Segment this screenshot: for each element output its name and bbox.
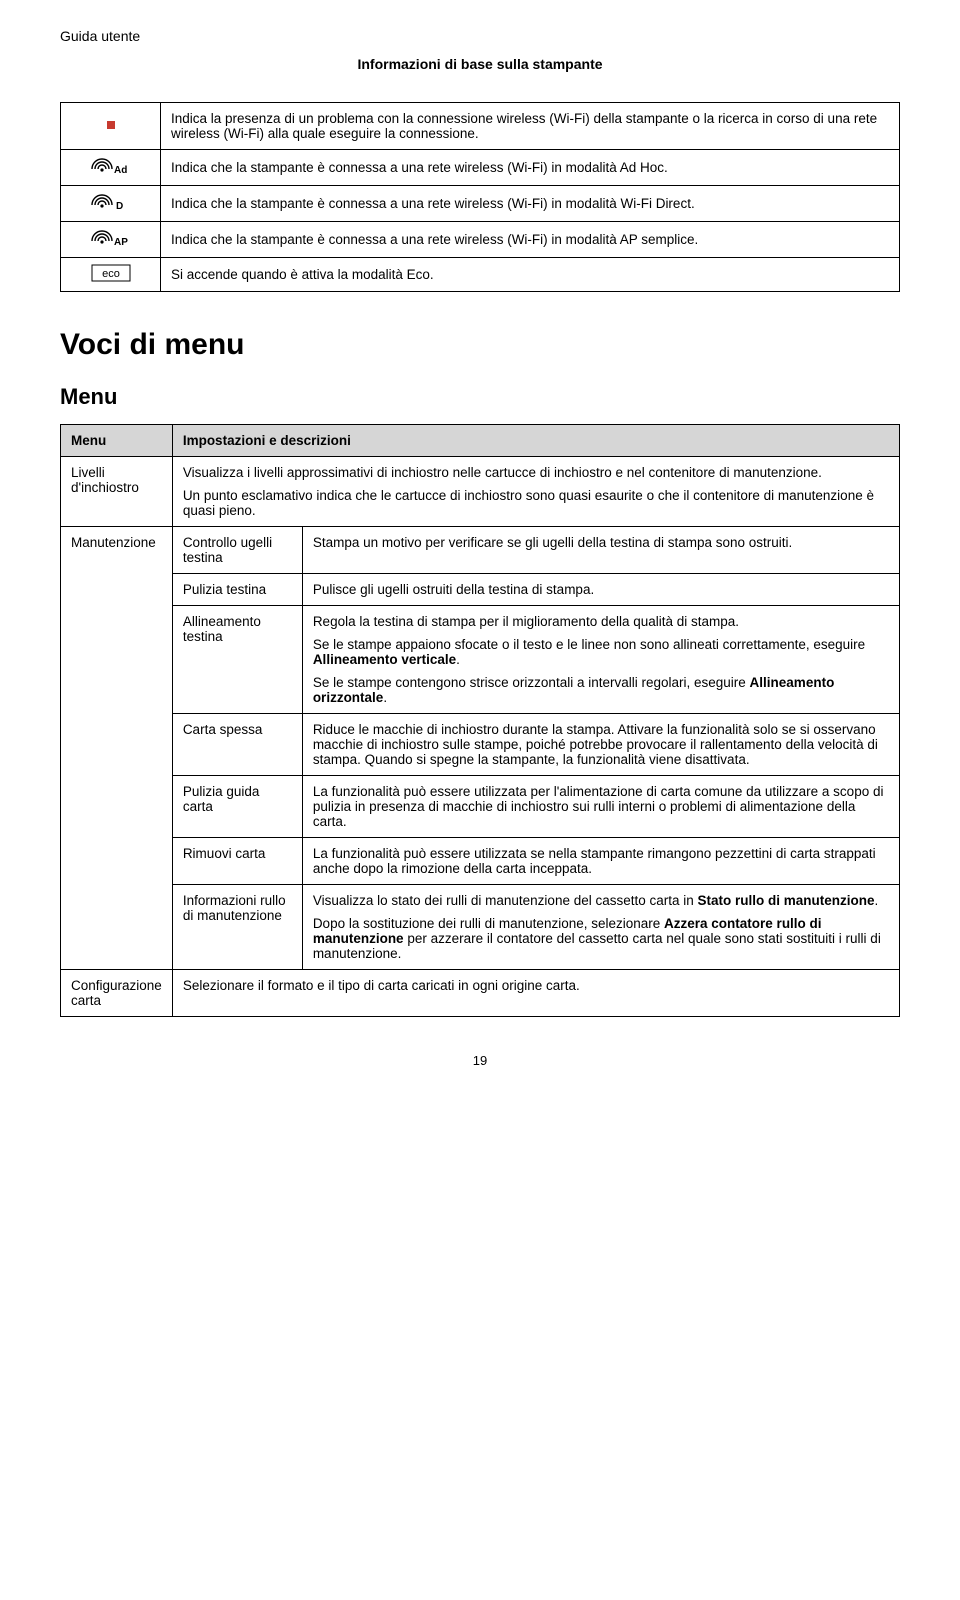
subsection-title: Menu: [60, 384, 900, 410]
icon-cell-red-dot: [61, 103, 161, 150]
maint-thick-paper-desc: Riduce le macchie di inchiostro durante …: [302, 714, 899, 776]
roller-info-p2: Dopo la sostituzione dei rulli di manute…: [313, 916, 889, 961]
page-number: 19: [60, 1053, 900, 1068]
head-align-p1: Regola la testina di stampa per il migli…: [313, 614, 889, 629]
icon-cell-wifi-ap: AP: [61, 222, 161, 258]
icon-cell-eco: eco: [61, 258, 161, 292]
svg-text:D: D: [116, 201, 123, 212]
maint-remove-paper: Rimuovi carta: [172, 838, 302, 885]
head-align-p3: Se le stampe contengono strisce orizzont…: [313, 675, 889, 705]
ink-levels-desc: Visualizza i livelli approssimativi di i…: [172, 457, 899, 527]
maint-head-align: Allineamento testina: [172, 606, 302, 714]
roller-info-p1: Visualizza lo stato dei rulli di manuten…: [313, 893, 889, 908]
menu-paper-config: Configurazione carta: [61, 970, 173, 1017]
maint-roller-info-desc: Visualizza lo stato dei rulli di manuten…: [302, 885, 899, 970]
menu-maintenance: Manutenzione: [61, 527, 173, 970]
red-dot-icon: [104, 118, 118, 132]
eco-icon: eco: [91, 264, 131, 282]
menu-table: Menu Impostazioni e descrizioni Livelli …: [60, 424, 900, 1017]
maint-guide-clean: Pulizia guida carta: [172, 776, 302, 838]
wifi-d-icon: D: [90, 192, 132, 212]
menu-header-right: Impostazioni e descrizioni: [172, 425, 899, 457]
wifi-ad-icon: Ad: [90, 156, 132, 176]
head-align-p2: Se le stampe appaiono sfocate o il testo…: [313, 637, 889, 667]
maint-roller-info: Informazioni rullo di manutenzione: [172, 885, 302, 970]
maint-nozzle-check: Controllo ugelli testina: [172, 527, 302, 574]
svg-text:eco: eco: [102, 268, 120, 280]
maint-head-clean: Pulizia testina: [172, 574, 302, 606]
maint-guide-clean-desc: La funzionalità può essere utilizzata pe…: [302, 776, 899, 838]
header-guide: Guida utente: [60, 28, 900, 44]
icons-table: Indica la presenza di un problema con la…: [60, 102, 900, 292]
menu-ink-levels: Livelli d'inchiostro: [61, 457, 173, 527]
maint-thick-paper: Carta spessa: [172, 714, 302, 776]
svg-text:Ad: Ad: [114, 165, 127, 176]
svg-text:AP: AP: [114, 237, 128, 248]
wifi-ap-icon: AP: [90, 228, 132, 248]
section-title: Voci di menu: [60, 328, 900, 362]
ink-levels-p1: Visualizza i livelli approssimativi di i…: [183, 465, 889, 480]
paper-config-desc: Selezionare il formato e il tipo di cart…: [172, 970, 899, 1017]
maint-head-align-desc: Regola la testina di stampa per il migli…: [302, 606, 899, 714]
icon-desc: Indica che la stampante è connessa a una…: [161, 150, 900, 186]
header-section: Informazioni di base sulla stampante: [60, 56, 900, 72]
icon-desc: Indica che la stampante è connessa a una…: [161, 186, 900, 222]
icon-desc: Indica che la stampante è connessa a una…: [161, 222, 900, 258]
icon-cell-wifi-d: D: [61, 186, 161, 222]
maint-nozzle-check-desc: Stampa un motivo per verificare se gli u…: [302, 527, 899, 574]
icon-cell-wifi-ad: Ad: [61, 150, 161, 186]
maint-remove-paper-desc: La funzionalità può essere utilizzata se…: [302, 838, 899, 885]
icon-desc: Si accende quando è attiva la modalità E…: [161, 258, 900, 292]
maint-head-clean-desc: Pulisce gli ugelli ostruiti della testin…: [302, 574, 899, 606]
icon-desc: Indica la presenza di un problema con la…: [161, 103, 900, 150]
ink-levels-p2: Un punto esclamativo indica che le cartu…: [183, 488, 889, 518]
menu-header-left: Menu: [61, 425, 173, 457]
